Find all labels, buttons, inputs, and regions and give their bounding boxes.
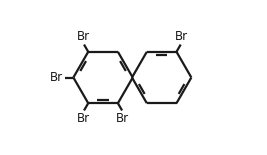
- Text: Br: Br: [77, 30, 90, 43]
- Text: Br: Br: [116, 112, 129, 125]
- Text: Br: Br: [77, 112, 90, 125]
- Text: Br: Br: [175, 30, 188, 43]
- Text: Br: Br: [50, 71, 64, 84]
